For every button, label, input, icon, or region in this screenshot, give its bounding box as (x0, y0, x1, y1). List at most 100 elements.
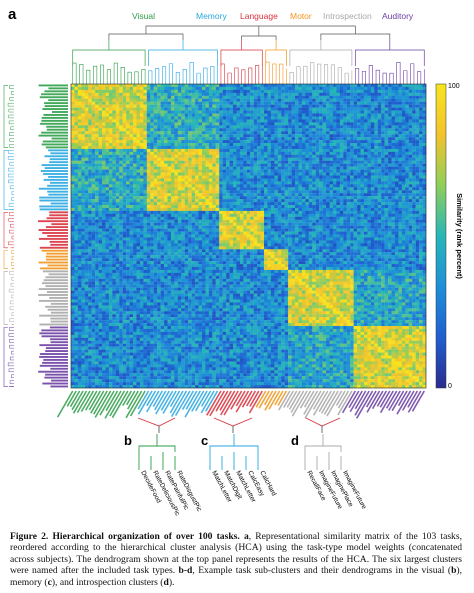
matrix-cell (408, 172, 413, 176)
matrix-cell (164, 116, 168, 120)
matrix-cell (239, 143, 244, 147)
top-dendrogram-leaf-branch (382, 72, 387, 84)
matrix-cell (143, 92, 147, 96)
matrix-cell (77, 207, 82, 212)
matrix-cell (122, 166, 127, 170)
row-task-label (49, 296, 69, 299)
matrix-cell (201, 151, 206, 155)
matrix-cell (239, 163, 244, 167)
matrix-cell (201, 193, 206, 197)
matrix-cell (81, 187, 85, 191)
matrix-cell (250, 119, 254, 123)
matrix-cell (412, 145, 416, 150)
matrix-cell (350, 110, 354, 114)
matrix-cell (239, 137, 244, 141)
matrix-cell (115, 128, 120, 132)
matrix-cell (77, 205, 82, 209)
matrix-cell (236, 113, 241, 117)
matrix-cell (232, 134, 237, 138)
matrix-cell (126, 196, 130, 200)
matrix-cell (77, 151, 82, 155)
matrix-cell (377, 196, 382, 200)
matrix-cell (419, 207, 423, 212)
matrix-cell (212, 101, 216, 105)
matrix-cell (95, 95, 99, 99)
matrix-cell (198, 163, 203, 167)
matrix-cell (394, 196, 399, 200)
matrix-cell (284, 84, 289, 88)
matrix-cell (412, 104, 416, 108)
matrix-cell (301, 84, 306, 88)
matrix-cell (312, 175, 316, 179)
matrix-cell (184, 193, 189, 197)
matrix-cell (181, 148, 185, 153)
matrix-cell (360, 196, 365, 200)
matrix-cell (308, 154, 313, 158)
matrix-cell (74, 210, 79, 215)
top-dendrogram-leaf-branch (210, 66, 215, 84)
matrix-cell (77, 202, 82, 206)
matrix-cell (401, 86, 406, 91)
matrix-cell (319, 157, 323, 161)
matrix-cell (157, 92, 161, 96)
matrix-cell (246, 210, 251, 215)
matrix-cell (181, 157, 185, 161)
matrix-cell (315, 128, 320, 132)
matrix-cell (398, 199, 403, 203)
matrix-cell (133, 148, 137, 153)
matrix-cell (232, 145, 237, 150)
matrix-cell (243, 125, 247, 129)
matrix-cell (284, 148, 289, 153)
matrix-cell (308, 166, 313, 170)
matrix-cell (401, 128, 406, 132)
matrix-cell (308, 122, 313, 126)
matrix-cell (336, 125, 340, 129)
matrix-cell (112, 199, 116, 203)
matrix-cell (139, 98, 144, 102)
matrix-cell (181, 131, 185, 135)
matrix-cell (153, 137, 158, 141)
matrix-cell (115, 151, 120, 155)
matrix-cell (150, 104, 154, 108)
matrix-cell (177, 169, 182, 173)
matrix-cell (357, 86, 361, 91)
matrix-cell (384, 202, 389, 206)
matrix-cell (108, 110, 113, 114)
matrix-cell (401, 172, 406, 176)
matrix-cell (384, 92, 389, 96)
matrix-cell (301, 199, 306, 203)
matrix-cell (74, 193, 79, 197)
matrix-cell (298, 210, 303, 215)
matrix-cell (250, 157, 254, 161)
matrix-cell (288, 163, 292, 167)
matrix-cell (391, 95, 396, 99)
matrix-cell (136, 175, 141, 179)
top-dendrogram-cluster-branch (220, 49, 263, 66)
matrix-cell (343, 89, 347, 93)
matrix-cell (301, 113, 306, 117)
matrix-cell (253, 95, 258, 99)
matrix-cell (384, 89, 389, 93)
matrix-cell (157, 151, 161, 155)
matrix-cell (353, 95, 358, 99)
matrix-cell (295, 101, 299, 105)
matrix-cell (281, 151, 285, 155)
matrix-cell (363, 89, 368, 93)
matrix-cell (184, 160, 189, 164)
matrix-cell (250, 151, 254, 155)
matrix-cell (360, 169, 365, 173)
matrix-cell (108, 163, 113, 167)
matrix-cell (226, 84, 230, 88)
matrix-cell (98, 154, 103, 158)
left-dendrogram-branch (11, 256, 14, 260)
matrix-cell (188, 145, 192, 150)
matrix-cell (77, 110, 82, 114)
matrix-cell (77, 196, 82, 200)
matrix-cell (108, 86, 113, 91)
matrix-cell (88, 101, 92, 105)
matrix-cell (174, 86, 178, 91)
matrix-cell (133, 205, 137, 209)
matrix-cell (236, 140, 241, 144)
matrix-cell (150, 140, 154, 144)
matrix-cell (136, 128, 141, 132)
